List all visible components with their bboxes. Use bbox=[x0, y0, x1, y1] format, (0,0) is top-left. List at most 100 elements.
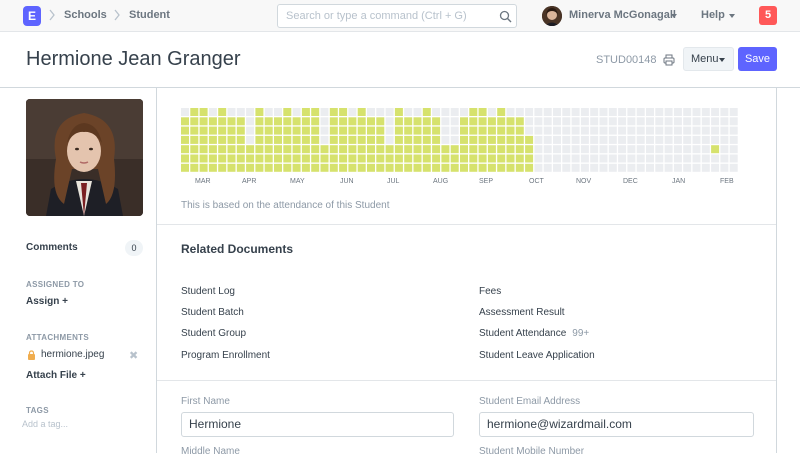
heatmap-cell bbox=[460, 145, 468, 154]
search-icon[interactable] bbox=[499, 10, 512, 23]
heatmap-cell bbox=[450, 145, 459, 154]
heatmap-cell bbox=[487, 126, 496, 135]
related-link-student-group[interactable]: Student Group bbox=[181, 328, 247, 339]
heatmap-cell bbox=[655, 145, 664, 154]
heatmap-cell bbox=[441, 126, 450, 135]
heatmap-cell bbox=[264, 108, 273, 116]
heatmap-cell bbox=[274, 135, 282, 144]
mobile-number-label: Student Mobile Number bbox=[479, 446, 585, 457]
email-field[interactable]: hermione@wizardmail.com bbox=[479, 412, 754, 437]
print-icon[interactable] bbox=[663, 54, 675, 66]
related-link-program-enrollment[interactable]: Program Enrollment bbox=[181, 350, 270, 361]
student-photo[interactable] bbox=[26, 99, 143, 216]
heatmap-cell bbox=[701, 145, 710, 154]
heatmap-cell bbox=[357, 117, 366, 126]
heatmap-month-label: JUL bbox=[387, 178, 400, 185]
breadcrumb-student[interactable]: Student bbox=[129, 9, 170, 21]
heatmap-cell bbox=[320, 117, 329, 126]
attach-file-button[interactable]: Attach File + bbox=[26, 370, 86, 381]
heatmap-cell bbox=[357, 108, 366, 116]
heatmap-cell bbox=[329, 145, 338, 154]
student-attendance-label[interactable]: Student Attendance bbox=[479, 328, 567, 339]
heatmap-cell bbox=[673, 145, 682, 154]
heatmap-cell bbox=[655, 163, 664, 172]
heatmap-cell bbox=[404, 145, 413, 154]
heatmap-cell bbox=[367, 117, 375, 126]
heatmap-cell bbox=[301, 135, 310, 144]
heatmap-cell bbox=[385, 163, 394, 172]
heatmap-cell bbox=[553, 154, 561, 163]
assign-button[interactable]: Assign + bbox=[26, 296, 68, 307]
heatmap-cell bbox=[441, 154, 450, 163]
search-input[interactable] bbox=[278, 5, 488, 27]
heatmap-cell bbox=[301, 163, 310, 172]
heatmap-cell bbox=[497, 117, 506, 126]
sidebar: Comments 0 ASSIGNED TO Assign + ATTACHME… bbox=[0, 88, 156, 453]
heatmap-cell bbox=[460, 126, 468, 135]
notification-badge[interactable]: 5 bbox=[759, 6, 777, 25]
heatmap-cell bbox=[190, 108, 199, 116]
user-menu[interactable]: Minerva McGonagall bbox=[569, 9, 676, 21]
tag-input[interactable]: Add a tag... bbox=[22, 419, 69, 429]
heatmap-cell bbox=[264, 145, 273, 154]
heatmap-cell bbox=[627, 163, 636, 172]
heatmap-cell bbox=[469, 163, 478, 172]
breadcrumb-schools[interactable]: Schools bbox=[64, 9, 107, 21]
related-link-fees[interactable]: Fees bbox=[479, 286, 502, 297]
heatmap-cell bbox=[515, 117, 524, 126]
related-link-student-leave-application[interactable]: Student Leave Application bbox=[479, 350, 595, 361]
related-link-student-batch[interactable]: Student Batch bbox=[181, 307, 244, 318]
heatmap-cell bbox=[506, 126, 515, 135]
heatmap-cell bbox=[311, 163, 320, 172]
first-name-field[interactable]: Hermione bbox=[181, 412, 454, 437]
app-logo[interactable]: E bbox=[23, 6, 41, 26]
help-menu[interactable]: Help bbox=[701, 9, 725, 21]
heatmap-cell bbox=[320, 163, 329, 172]
user-avatar[interactable] bbox=[542, 6, 562, 26]
remove-attachment-icon[interactable]: ✖ bbox=[129, 350, 139, 362]
heatmap-cell bbox=[664, 126, 673, 135]
heatmap-cell bbox=[729, 163, 738, 172]
heatmap-cell bbox=[692, 117, 701, 126]
heatmap-cell bbox=[664, 108, 673, 116]
heatmap-cell bbox=[701, 108, 710, 116]
related-link-student-log[interactable]: Student Log bbox=[181, 286, 235, 297]
heatmap-cell bbox=[441, 135, 450, 144]
heatmap-cell bbox=[543, 126, 552, 135]
heatmap-cell bbox=[553, 135, 561, 144]
heatmap-cell bbox=[320, 145, 329, 154]
heatmap-cell bbox=[590, 154, 599, 163]
heatmap-cell bbox=[329, 117, 338, 126]
save-button[interactable]: Save bbox=[738, 47, 777, 71]
related-link-student-attendance[interactable]: Student Attendance 99+ bbox=[479, 328, 589, 339]
heatmap-cell bbox=[571, 163, 580, 172]
heatmap-cell bbox=[208, 117, 217, 126]
heatmap-cell bbox=[227, 135, 236, 144]
heatmap-cell bbox=[255, 126, 264, 135]
heatmap-cell bbox=[246, 135, 255, 144]
heatmap-cell bbox=[320, 154, 329, 163]
heatmap-cell bbox=[720, 145, 729, 154]
heatmap-cell bbox=[450, 135, 459, 144]
heatmap-cell bbox=[534, 154, 543, 163]
heatmap-cell bbox=[357, 126, 366, 135]
heatmap-cell bbox=[190, 154, 199, 163]
heatmap-cell bbox=[292, 145, 301, 154]
heatmap-cell bbox=[432, 154, 441, 163]
heatmap-cell bbox=[543, 117, 552, 126]
heatmap-cell bbox=[608, 163, 617, 172]
heatmap-cell bbox=[636, 135, 645, 144]
comments-label[interactable]: Comments bbox=[26, 242, 78, 253]
heatmap-cell bbox=[199, 163, 208, 172]
heatmap-cell bbox=[627, 145, 636, 154]
heatmap-cell bbox=[608, 135, 617, 144]
heatmap-cell bbox=[497, 108, 506, 116]
heatmap-cell bbox=[301, 117, 310, 126]
heatmap-cell bbox=[599, 117, 608, 126]
heatmap-cell bbox=[497, 163, 506, 172]
related-link-assessment-result[interactable]: Assessment Result bbox=[479, 307, 565, 318]
menu-button[interactable]: Menu bbox=[683, 47, 734, 71]
heatmap-cell bbox=[394, 154, 403, 163]
heatmap-cell bbox=[208, 154, 217, 163]
attachment-link[interactable]: hermione.jpeg bbox=[41, 349, 105, 360]
